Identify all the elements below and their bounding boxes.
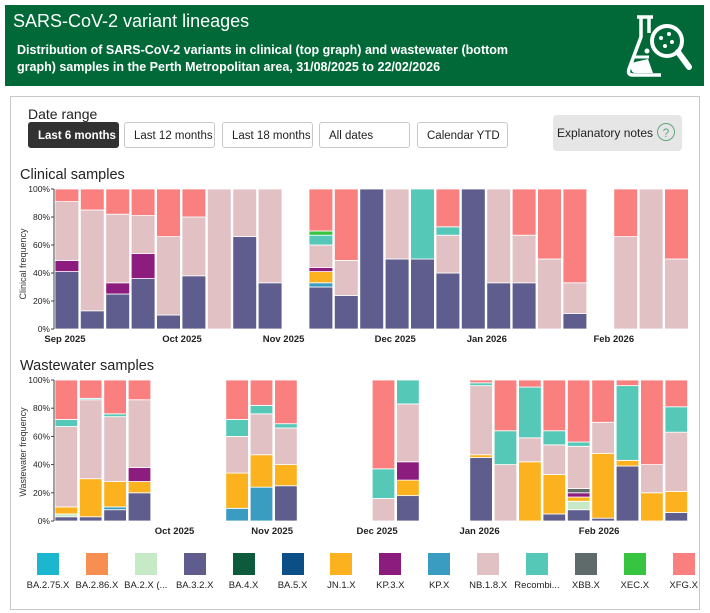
calendar-ytd-button[interactable]: Calendar YTD: [417, 122, 508, 148]
legend-item[interactable]: BA.4.X: [213, 553, 275, 591]
legend-item[interactable]: KP.3.X: [359, 553, 421, 591]
legend-swatch: [85, 553, 108, 575]
legend-item[interactable]: BA.2.86.X: [66, 553, 128, 591]
legend-item[interactable]: KP.X: [408, 553, 470, 591]
legend-swatch: [428, 553, 451, 575]
legend-swatch: [672, 553, 695, 575]
last-12-months-button[interactable]: Last 12 months: [124, 122, 215, 148]
legend-swatch: [232, 553, 255, 575]
last-18-months-button[interactable]: Last 18 months: [222, 122, 313, 148]
explanatory-notes-label: Explanatory notes: [557, 126, 654, 140]
explanatory-notes-button[interactable]: Explanatory notes ?: [553, 115, 682, 151]
legend-item[interactable]: XBB.X: [555, 553, 617, 591]
date-range-label: Date range: [28, 106, 98, 122]
clinical-section-title: Clinical samples: [20, 167, 125, 183]
legend-swatch: [477, 553, 500, 575]
legend-label: XFG.X: [669, 580, 698, 591]
legend-swatch: [623, 553, 646, 575]
legend-label: XBB.X: [571, 580, 600, 591]
content-panel: [10, 96, 700, 610]
legend-swatch: [330, 553, 353, 575]
legend-label: Recombi...: [514, 580, 560, 591]
legend-swatch: [37, 553, 59, 575]
legend-item[interactable]: Recombi...: [506, 553, 568, 591]
legend-swatch: [134, 553, 157, 575]
legend-swatch: [281, 553, 304, 575]
legend-label: KP.X: [428, 580, 450, 591]
legend-item[interactable]: BA.2.X (...: [115, 553, 177, 591]
all-dates-button[interactable]: All dates: [319, 122, 410, 148]
legend-item[interactable]: BA.3.2.X: [164, 553, 226, 591]
legend-item[interactable]: BA.2.75.X: [17, 553, 79, 591]
legend-label: BA.2.86.X: [75, 580, 119, 591]
page-subtitle: Distribution of SARS-CoV-2 variants in c…: [17, 43, 509, 74]
legend-item[interactable]: BA.5.X: [262, 553, 324, 591]
legend-item[interactable]: XEC.X: [604, 553, 666, 591]
legend-label: BA.4.X: [228, 580, 259, 591]
lab-flask-icon: [626, 15, 692, 77]
legend-label: KP.3.X: [376, 580, 405, 591]
wastewater-section-title: Wastewater samples: [20, 358, 155, 374]
legend-swatch: [379, 553, 402, 575]
legend-swatch: [526, 553, 548, 575]
legend-label: XEC.X: [620, 580, 650, 591]
legend-label: BA.2.X (...: [124, 580, 168, 591]
help-icon: ?: [657, 123, 675, 141]
legend-swatch: [183, 553, 206, 575]
page-title: SARS-CoV-2 variant lineages: [13, 11, 250, 31]
legend-label: BA.3.2.X: [175, 580, 214, 591]
legend-item[interactable]: XFG.X: [653, 553, 710, 591]
legend-label: JN.1.X: [327, 580, 356, 591]
legend-item[interactable]: JN.1.X: [310, 553, 372, 591]
legend-label: BA.5.X: [277, 580, 308, 591]
legend-label: NB.1.8.X: [469, 580, 508, 591]
legend-swatch: [574, 553, 597, 575]
page-header: SARS-CoV-2 variant lineages Distribution…: [5, 5, 704, 86]
last-6-months-button[interactable]: Last 6 months: [28, 122, 119, 148]
legend-label: BA.2.75.X: [26, 580, 70, 591]
legend-item[interactable]: NB.1.8.X: [457, 553, 519, 591]
